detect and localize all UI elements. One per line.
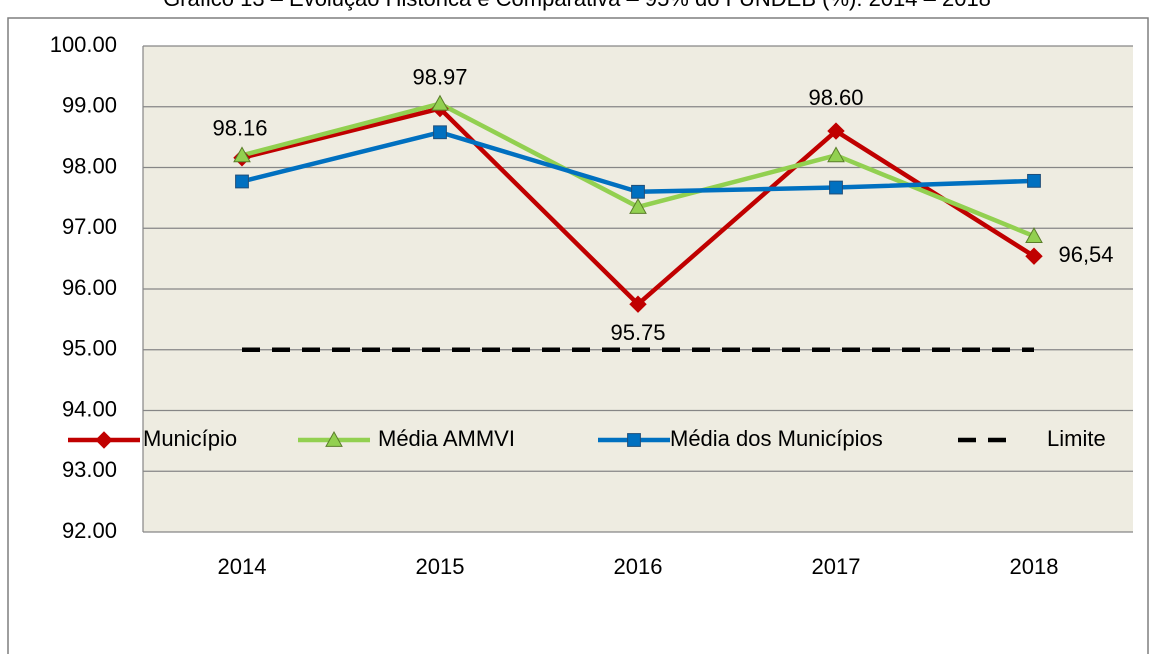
marker (827, 146, 845, 163)
marker (1025, 227, 1043, 244)
y-tick-label: 97.00 (62, 214, 117, 239)
marker (431, 94, 449, 111)
marker (829, 180, 843, 195)
y-tick-label: 94.00 (62, 396, 117, 421)
data-label: 98.97 (412, 64, 467, 89)
y-tick-label: 98.00 (62, 153, 117, 178)
marker (627, 433, 641, 447)
marker (433, 125, 447, 140)
x-tick-label: 2017 (812, 554, 861, 579)
legend-label: Média AMMVI (378, 426, 515, 451)
marker (827, 122, 845, 140)
legend-label: Média dos Municípios (670, 426, 883, 451)
marker (95, 431, 113, 449)
marker (1025, 247, 1043, 265)
x-tick-label: 2018 (1010, 554, 1059, 579)
marker (629, 197, 647, 214)
y-tick-label: 99.00 (62, 93, 117, 118)
data-label: 98.16 (212, 116, 267, 141)
data-label: 96,54 (1058, 242, 1113, 267)
marker (629, 295, 647, 313)
legend-label: Limite (1047, 426, 1106, 451)
x-tick-label: 2016 (614, 554, 663, 579)
y-tick-label: 93.00 (62, 457, 117, 482)
y-tick-label: 100.00 (50, 32, 117, 57)
marker (1027, 173, 1041, 188)
x-tick-label: 2015 (416, 554, 465, 579)
y-tick-label: 95.00 (62, 336, 117, 361)
chart-title: Gráfico 13 – Evolução Histórica e Compar… (163, 0, 991, 11)
marker (325, 430, 343, 447)
marker (235, 174, 249, 189)
marker (631, 184, 645, 199)
marker (233, 146, 251, 163)
y-tick-label: 92.00 (62, 518, 117, 543)
y-tick-label: 96.00 (62, 275, 117, 300)
x-tick-label: 2014 (218, 554, 267, 579)
data-label: 95.75 (610, 320, 665, 345)
data-label: 98.60 (808, 85, 863, 110)
legend-label: Município (143, 426, 237, 451)
